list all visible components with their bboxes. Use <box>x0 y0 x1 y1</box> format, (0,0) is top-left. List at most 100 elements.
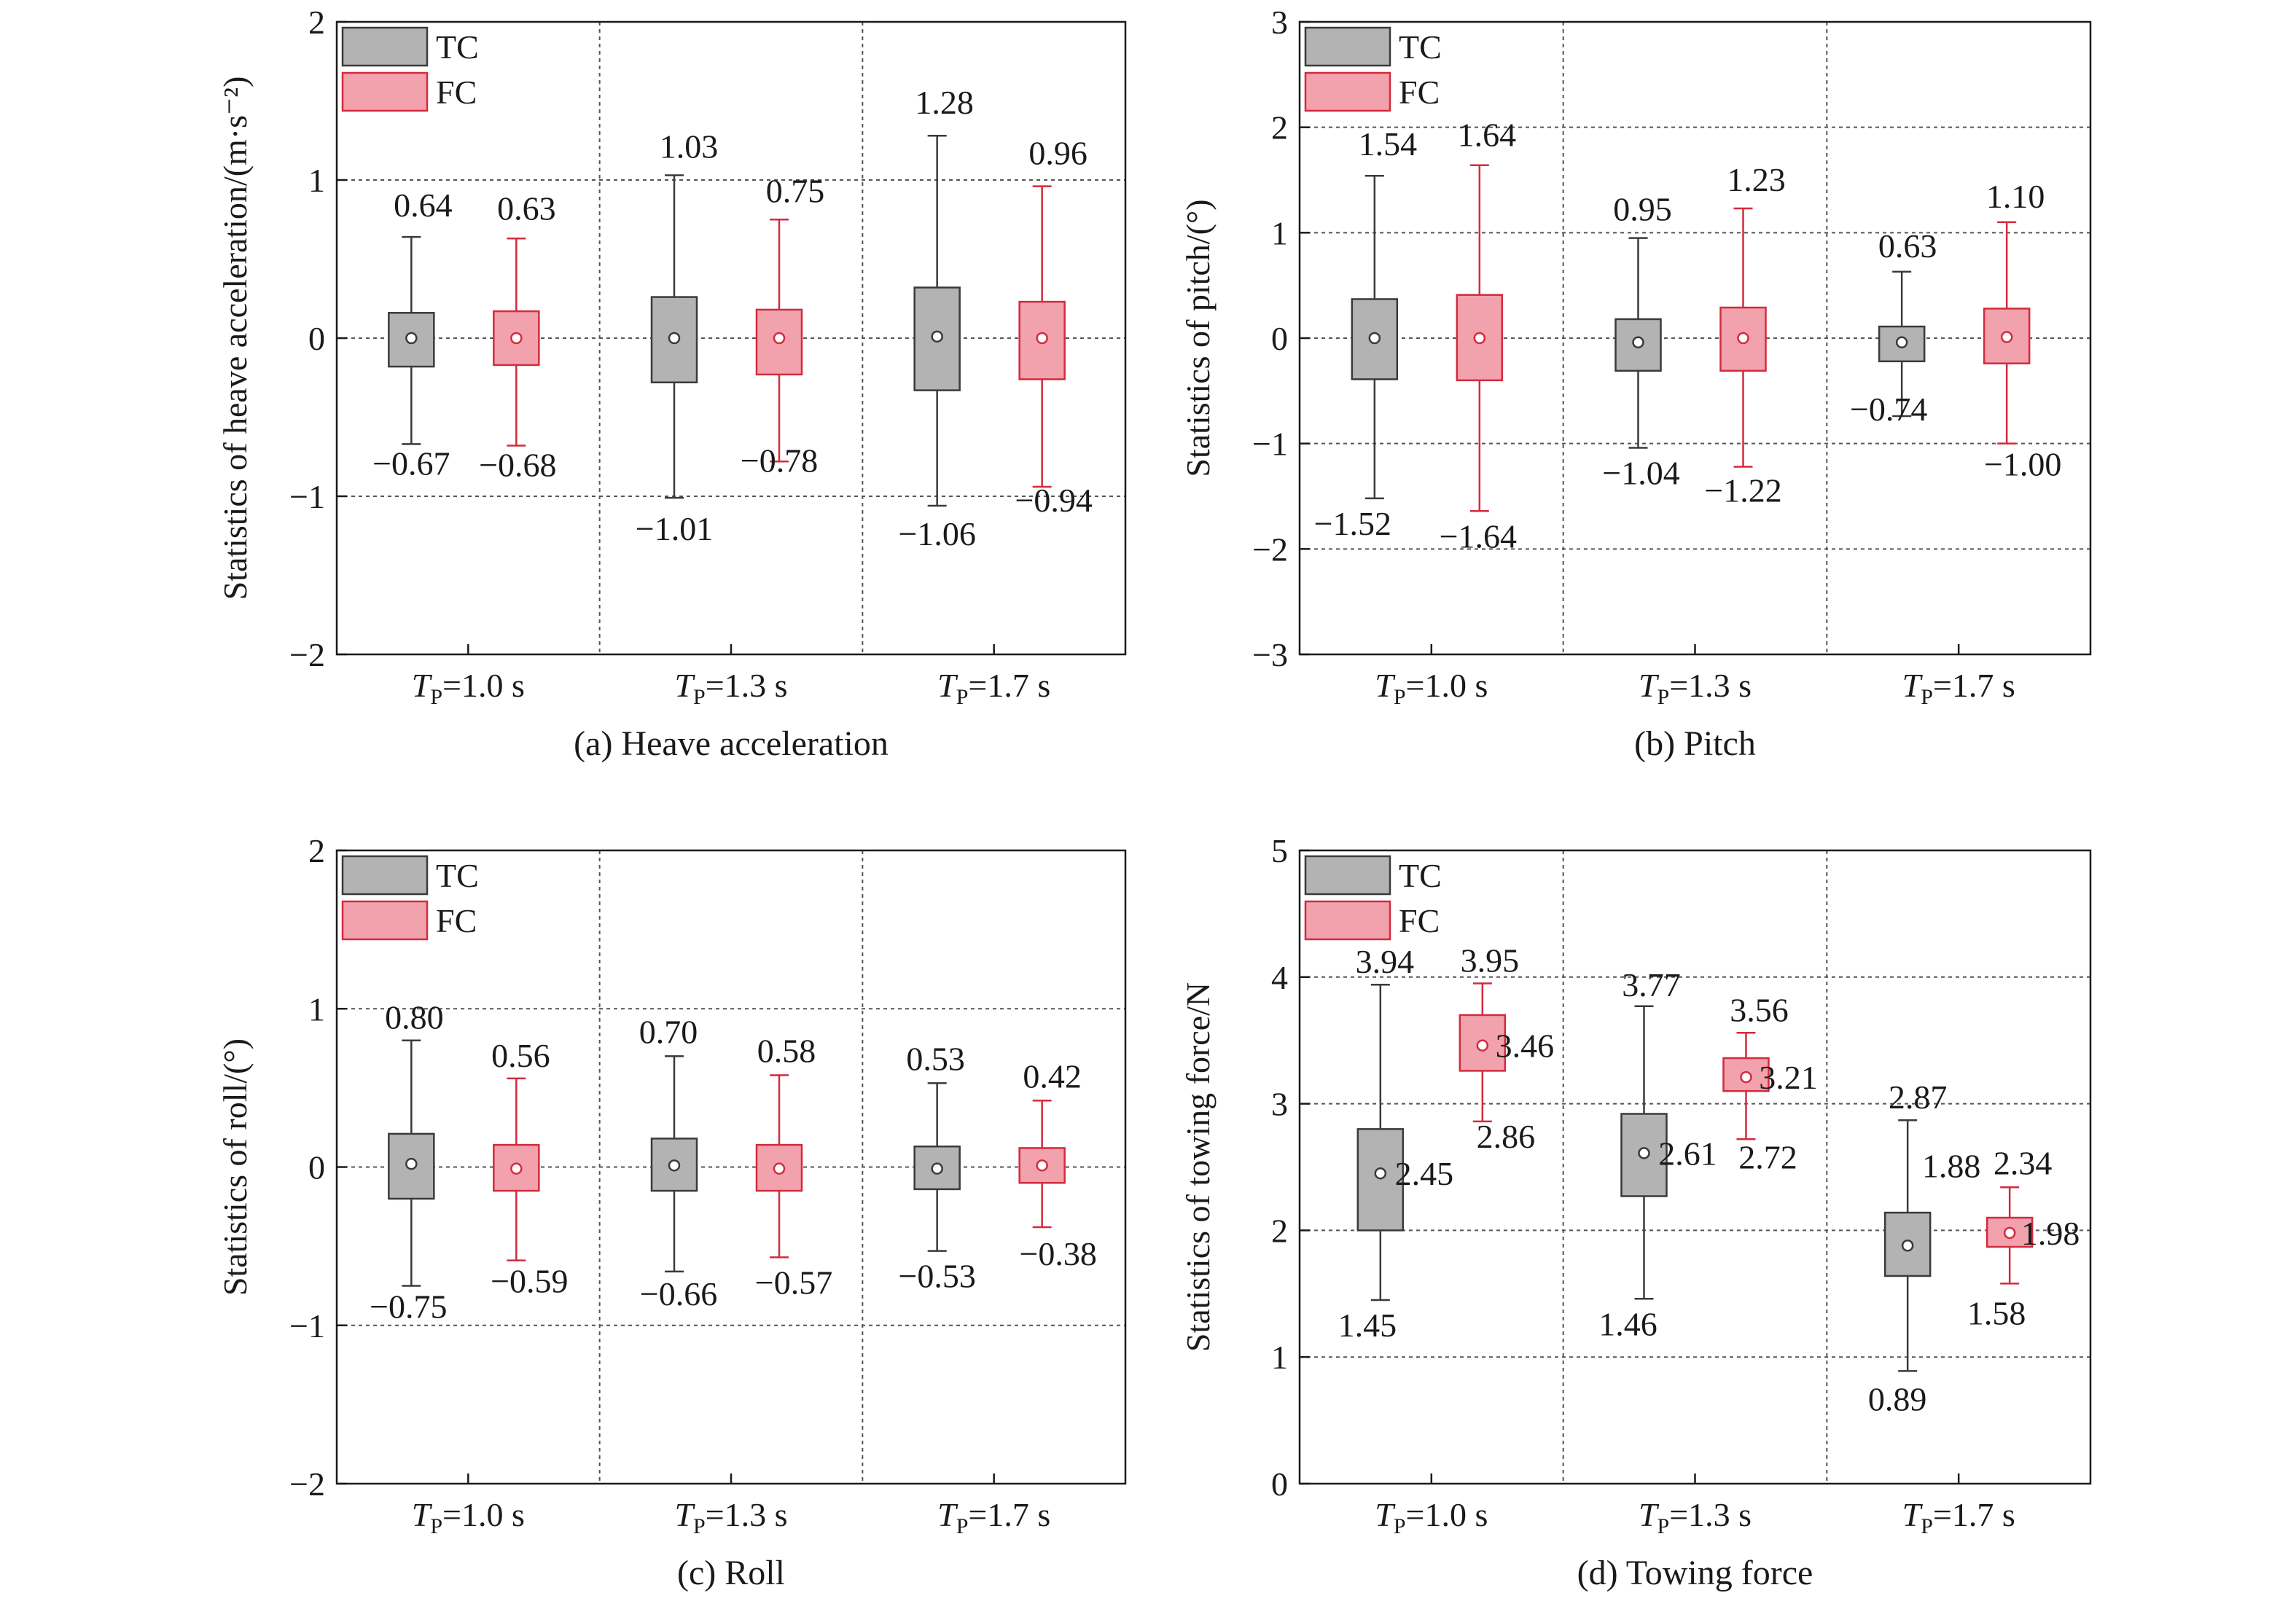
min-label: −1.64 <box>1440 517 1517 555</box>
y-tick-label: 0 <box>308 1149 325 1186</box>
median-marker <box>668 1159 681 1172</box>
box-iqr <box>1018 300 1066 380</box>
min-label: −0.78 <box>741 442 818 479</box>
min-label: −0.75 <box>370 1288 447 1325</box>
median-marker <box>405 1157 418 1170</box>
min-label: −1.22 <box>1704 471 1781 509</box>
x-tick-subscript: P <box>1657 1514 1670 1538</box>
max-label: 1.23 <box>1727 161 1786 198</box>
x-tick-value: =1.3 s <box>706 667 788 704</box>
y-tick-label: 1 <box>308 990 325 1027</box>
min-label: −1.06 <box>898 515 975 552</box>
x-tick-value: =1.7 s <box>968 667 1050 704</box>
y-tick-label: 1 <box>308 162 325 199</box>
x-tick-label: TP=1.7 s <box>937 1496 1050 1538</box>
max-label: 0.63 <box>1878 227 1937 265</box>
y-axis-label: Statistics of towing force/N <box>1179 982 1217 1352</box>
legend-label-tc: TC <box>1399 28 1442 66</box>
x-tick-label: TP=1.3 s <box>1639 667 1752 709</box>
y-axis-label: Statistics of pitch/(°) <box>1179 199 1217 477</box>
x-tick-subscript: P <box>430 685 442 709</box>
median-marker <box>1473 332 1486 345</box>
max-label: 0.63 <box>497 189 556 227</box>
x-tick-value: =1.7 s <box>968 1496 1050 1533</box>
legend-swatch-tc <box>1304 26 1391 67</box>
x-tick-subscript: P <box>1657 685 1670 709</box>
box-tc: 1.03 −1.01 <box>636 128 718 547</box>
y-tick-label: 0 <box>1271 320 1288 357</box>
min-label: −0.38 <box>1019 1235 1096 1272</box>
x-tick-prefix: T <box>1375 667 1396 704</box>
box-fc: 1.23 −1.22 <box>1704 161 1785 509</box>
panel-a: −2 −1 0 1 2 Statistics of heave acceleration/… <box>216 4 1127 763</box>
max-label: 1.54 <box>1359 125 1418 163</box>
legend-swatch-tc <box>1304 855 1391 896</box>
min-label: 2.72 <box>1738 1138 1797 1175</box>
x-tick-value: =1.0 s <box>442 1496 525 1533</box>
y-axis-label: Statistics of heave acceleration/(m·s⁻²) <box>216 77 254 600</box>
x-tick-prefix: T <box>674 667 695 704</box>
median-marker <box>1368 332 1381 345</box>
min-label: −1.00 <box>1984 446 2061 483</box>
box-iqr <box>913 1146 961 1191</box>
min-label: −0.53 <box>898 1258 975 1295</box>
y-tick-label: 3 <box>1271 4 1288 41</box>
max-label: 3.94 <box>1356 943 1415 980</box>
y-tick-label: 2 <box>1271 1212 1288 1249</box>
panel-caption: (c) Roll <box>677 1554 785 1592</box>
median-marker <box>510 1162 523 1175</box>
median-marker <box>1036 332 1048 345</box>
min-label: 0.89 <box>1868 1380 1927 1417</box>
median-marker <box>510 332 523 345</box>
box-fc: 0.42 −0.38 <box>1018 1057 1097 1272</box>
x-tick-label: TP=1.0 s <box>412 1496 525 1538</box>
legend-swatch-tc <box>341 26 429 67</box>
x-tick-prefix: T <box>1375 1496 1396 1533</box>
x-tick-prefix: T <box>1902 1496 1924 1533</box>
box-tc: 1.28 −1.06 <box>898 84 975 552</box>
x-tick-subscript: P <box>1394 1514 1406 1538</box>
median-marker <box>773 332 786 345</box>
x-tick-prefix: T <box>937 1496 958 1533</box>
y-tick-label: −1 <box>1252 426 1288 463</box>
x-tick-subscript: P <box>956 685 969 709</box>
legend-label-fc: FC <box>1399 902 1440 939</box>
max-label: 0.75 <box>766 172 825 209</box>
median-marker <box>1895 336 1908 349</box>
x-tick-subscript: P <box>956 1514 969 1538</box>
box-fc: 0.96 −0.94 <box>1015 135 1092 519</box>
x-tick-label: TP=1.7 s <box>1902 667 2015 709</box>
min-label: 1.46 <box>1598 1305 1657 1342</box>
x-tick-prefix: T <box>412 1496 433 1533</box>
min-label: 1.45 <box>1338 1307 1397 1344</box>
y-tick-label: 1 <box>1271 214 1288 251</box>
median-marker <box>1036 1159 1048 1172</box>
max-label: 0.95 <box>1613 191 1672 228</box>
x-tick-value: =1.7 s <box>1933 1496 2015 1533</box>
box-fc: 0.63 −0.68 <box>479 189 556 483</box>
box-tc: 3.94 1.45 2.45 <box>1338 943 1454 1344</box>
x-tick-value: =1.3 s <box>1669 667 1752 704</box>
y-tick-label: −2 <box>289 636 325 673</box>
y-tick-label: −1 <box>289 1307 325 1344</box>
min-label: −0.57 <box>755 1264 832 1301</box>
x-tick-prefix: T <box>937 667 958 704</box>
max-label: 2.34 <box>1994 1144 2053 1181</box>
x-tick-label: TP=1.3 s <box>1639 1496 1752 1538</box>
max-label: 1.28 <box>915 84 974 121</box>
box-fc: 3.95 2.86 3.46 <box>1459 942 1554 1155</box>
y-tick-label: 3 <box>1271 1086 1288 1123</box>
max-label: 0.70 <box>639 1013 698 1050</box>
x-tick-value: =1.3 s <box>1669 1496 1752 1533</box>
median-label: 2.61 <box>1658 1135 1717 1172</box>
max-label: 3.56 <box>1730 991 1789 1028</box>
x-tick-prefix: T <box>412 667 433 704</box>
min-label: −1.01 <box>636 510 713 547</box>
min-label: −0.67 <box>372 445 450 482</box>
max-label: 3.77 <box>1622 966 1681 1003</box>
min-label: −0.68 <box>479 447 556 484</box>
y-axis-label: Statistics of roll/(°) <box>216 1038 254 1296</box>
